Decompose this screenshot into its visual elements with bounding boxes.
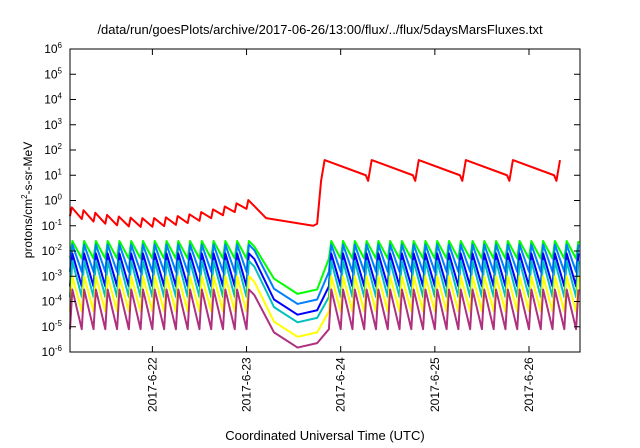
x-tick-label: 2017-6-26 [522,357,536,412]
y-tick-exp: -5 [55,319,63,328]
series-line-0 [69,159,561,228]
y-tick-exp: 2 [58,142,63,151]
x-tick-label: 2017-6-24 [334,357,348,412]
y-tick-exp: 4 [58,92,63,101]
y-tick-base: 10 [42,295,56,309]
y-tick-label: 10-2 [42,243,63,258]
series-line-5 [69,275,580,338]
y-tick-label: 105 [44,66,62,81]
series-line-6 [69,288,580,349]
y-tick-exp: -3 [55,268,63,277]
y-tick-label: 10-5 [42,319,63,334]
y-tick-base: 10 [44,93,58,107]
y-tick-exp: -2 [55,243,63,252]
plot-frame [69,48,581,353]
x-axis-label: Coordinated Universal Time (UTC) [225,428,424,443]
y-tick-exp: 3 [58,117,63,126]
y-axis-label: protons/cm2-s-sr-MeV [20,142,35,258]
y-tick-label: 103 [44,117,62,132]
y-tick-base: 10 [44,42,58,56]
y-tick-exp: 1 [58,167,63,176]
series-layer [69,159,580,349]
y-axis-label-sup: 2 [20,194,29,199]
y-tick-base: 10 [44,168,58,182]
y-tick-base: 10 [42,244,56,258]
y-tick-label: 100 [44,193,62,208]
x-tick-label: 2017-6-22 [145,357,159,412]
y-tick-base: 10 [44,194,58,208]
y-tick-base: 10 [42,269,56,283]
y-axis-label-rest: -s-sr-MeV [21,142,35,195]
chart-title: /data/run/goesPlots/archive/2017-06-26/1… [97,22,543,37]
y-tick-exp: 0 [58,193,63,202]
series-line-1 [69,239,580,295]
y-tick-base: 10 [42,345,56,359]
y-tick-label: 102 [44,142,62,157]
y-axis-label-base: protons/cm [21,199,35,258]
y-tick-label: 10-4 [42,294,63,309]
x-tick-label: 2017-6-23 [240,357,254,412]
y-tick-base: 10 [42,320,56,334]
y-tick-exp: 5 [58,66,63,75]
axis-layer: 10-610-510-410-310-210-11001011021031041… [42,41,580,412]
y-tick-label: 10-1 [42,218,63,233]
y-tick-base: 10 [44,118,58,132]
y-tick-base: 10 [44,143,58,157]
y-tick-label: 104 [44,92,62,107]
y-tick-base: 10 [44,67,58,81]
y-tick-exp: 6 [58,41,63,50]
series-line-4 [69,260,580,324]
y-tick-exp: -4 [55,294,63,303]
y-tick-label: 10-3 [42,268,63,283]
y-tick-exp: -1 [55,218,63,227]
y-tick-base: 10 [42,219,56,233]
y-tick-label: 10-6 [42,344,63,359]
y-tick-exp: -6 [55,344,63,353]
y-tick-label: 106 [44,41,62,56]
series-line-2 [69,243,580,305]
series-line-3 [69,252,580,316]
x-tick-label: 2017-6-25 [428,357,442,412]
y-tick-label: 101 [44,167,62,182]
